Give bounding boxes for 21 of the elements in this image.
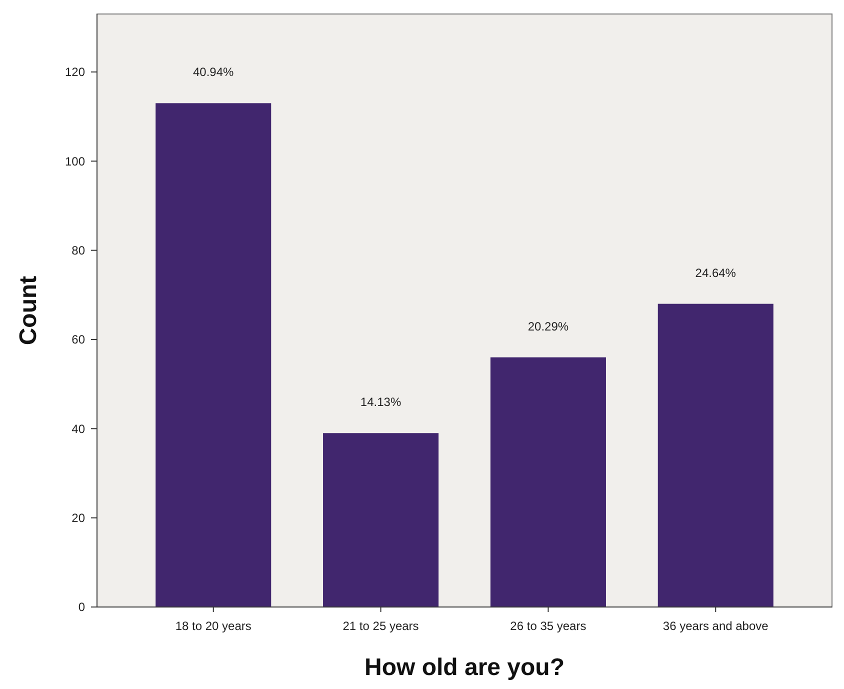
x-axis-title: How old are you? [364, 654, 565, 681]
x-tick-label: 18 to 20 years [175, 619, 252, 633]
annotation: 24.64% [695, 266, 736, 280]
bar [323, 433, 439, 607]
x-tick-label: 26 to 35 years [510, 619, 586, 633]
bar [490, 357, 606, 607]
x-tick-label: 36 years and above [662, 619, 769, 633]
y-tick-label: 100 [64, 154, 86, 168]
y-tick-label: 0 [78, 600, 86, 614]
y-tick-label: 20 [72, 511, 86, 526]
annotation: 14.13% [360, 395, 402, 410]
y-tick-label: 60 [72, 332, 86, 347]
bar [658, 304, 774, 607]
y-tick-label: 120 [64, 65, 86, 80]
y-tick-label: 40 [72, 422, 86, 436]
bar [156, 103, 272, 607]
annotation: 40.94% [193, 65, 234, 80]
y-tick-label: 80 [72, 244, 86, 258]
y-axis-title: Count [15, 276, 42, 346]
x-tick-label: 21 to 25 years [342, 619, 419, 633]
annotation: 20.29% [528, 319, 569, 334]
